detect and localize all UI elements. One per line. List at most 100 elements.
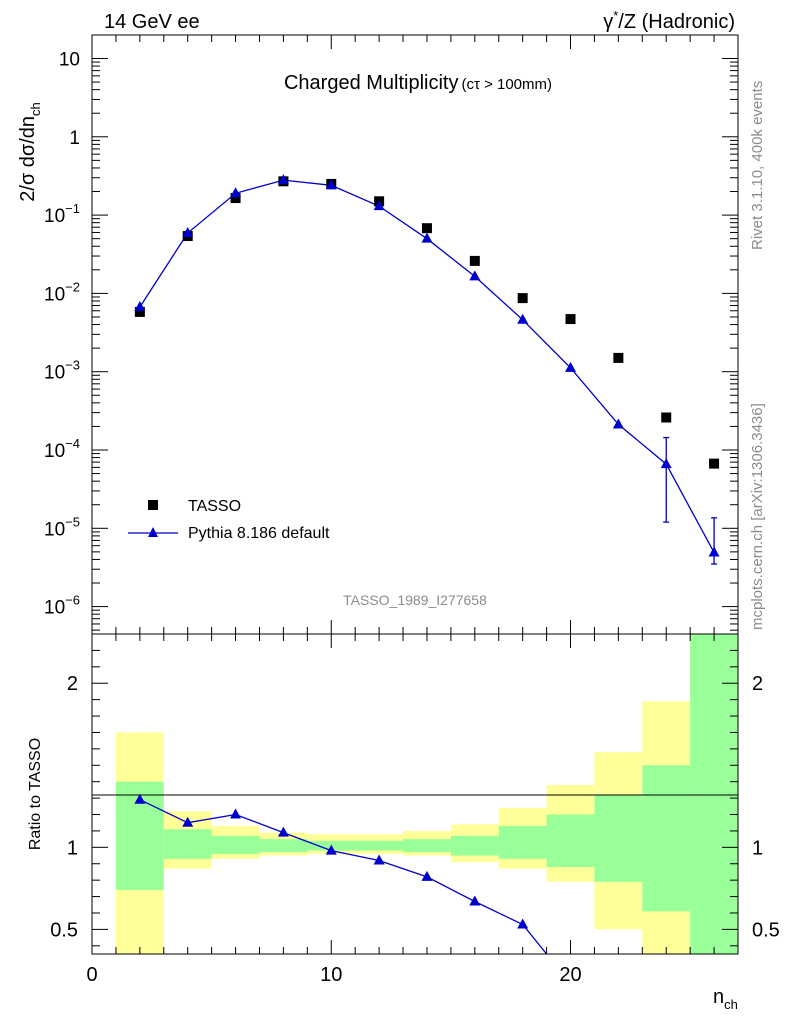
ratio-series — [134, 793, 548, 954]
main-ytick-label: 10−1 — [44, 201, 80, 227]
tasso-point — [230, 193, 241, 204]
header-right-suffix: /Z (Hadronic) — [618, 11, 735, 33]
pythia-point — [182, 227, 194, 238]
tasso-point — [469, 255, 480, 266]
pythia-point — [230, 187, 242, 198]
ratio-ytick-label: 1 — [67, 837, 78, 859]
main-ytick-exponent: −1 — [65, 201, 80, 216]
ratio-band-green — [450, 835, 499, 856]
ratio-uncertainty-bands — [115, 634, 738, 954]
main-ytick-base: 1 — [69, 128, 80, 149]
tasso-point — [134, 306, 145, 317]
ratio-band-green — [546, 814, 595, 868]
mcplots-label: mcplots.cern.ch [arXiv:1306.3436] — [749, 403, 766, 630]
ratio-panel-frame — [91, 633, 739, 955]
main-ytick-base: 10 — [44, 206, 65, 227]
ratio-point — [277, 826, 289, 837]
main-panel-series — [134, 174, 720, 565]
ratio-ylabel: Ratio to TASSO — [27, 738, 44, 850]
header-left: 14 GeV ee — [104, 11, 200, 33]
watermark: TASSO_1989_I277658 — [343, 592, 487, 608]
main-ytick-label: 10−4 — [44, 436, 80, 462]
pythia-point — [517, 313, 529, 324]
pythia-point — [708, 546, 720, 557]
header-right-star: * — [613, 8, 618, 23]
main-ytick-label: 10−5 — [44, 514, 80, 540]
pythia-point — [421, 232, 433, 243]
ratio-band-green — [403, 839, 451, 853]
ratio-ytick-label: 0.5 — [50, 919, 78, 941]
ratio-band-green — [498, 826, 547, 859]
ratio-band-green — [594, 794, 643, 882]
ratio-ytick-label-right: 0.5 — [752, 919, 780, 941]
ratio-point — [373, 854, 385, 865]
main-ytick-label: 10−6 — [44, 593, 80, 619]
ratio-ytick-label: 2 — [67, 673, 78, 695]
pythia-point — [612, 418, 624, 429]
tasso-point — [661, 412, 672, 423]
main-ytick-base: 10 — [44, 441, 65, 462]
main-title: Charged Multiplicity (cτ > 100mm) — [284, 72, 552, 94]
ratio-xlabel: nch — [713, 986, 738, 1012]
tasso-point — [709, 458, 720, 469]
ratio-xtick-label: 20 — [559, 964, 581, 986]
ratio-band-green — [163, 829, 212, 859]
ratio-ytick-label-right: 1 — [752, 837, 763, 859]
tasso-point — [421, 223, 432, 234]
ratio-point — [325, 844, 337, 855]
ratio-point — [134, 793, 146, 804]
pythia-point — [277, 174, 289, 185]
ratio-point — [230, 808, 242, 819]
main-title-cut: (cτ > 100mm) — [461, 76, 552, 93]
tasso-point — [613, 352, 624, 363]
main-title-text: Charged Multiplicity — [284, 72, 459, 94]
legend-label-tasso: TASSO — [188, 498, 241, 515]
main-ytick-base: 10 — [44, 598, 65, 619]
legend-label-pythia: Pythia 8.186 default — [188, 525, 330, 542]
tasso-point — [517, 293, 528, 304]
main-ytick-base: 10 — [44, 363, 65, 384]
tasso-point — [565, 314, 576, 325]
main-ytick-exponent: −2 — [65, 279, 80, 294]
main-ytick-base: 10 — [44, 284, 65, 305]
ratio-band-green — [690, 634, 738, 954]
main-panel-frame — [91, 34, 739, 635]
legend-marker-pythia — [148, 527, 158, 537]
ratio-ytick-label-right: 2 — [752, 673, 763, 695]
ratio-point — [517, 918, 529, 929]
legend: TASSO Pythia 8.186 default — [128, 498, 330, 542]
ratio-line — [139, 799, 548, 954]
main-ylabel-sub: ch — [28, 102, 43, 116]
main-ytick-exponent: −6 — [65, 593, 80, 608]
ratio-band-green — [642, 765, 691, 912]
ratio-band-green — [355, 840, 404, 851]
ratio-xtick-label: 0 — [86, 964, 97, 986]
rivet-label: Rivet 3.1.10, 400k events — [749, 81, 766, 250]
pythia-point — [325, 179, 337, 190]
header-right-gamma: γ — [603, 11, 613, 33]
main-ytick-label: 10−3 — [44, 358, 80, 384]
main-ytick-label: 10−2 — [44, 279, 80, 305]
legend-marker-tasso — [148, 500, 158, 510]
ratio-band-green — [259, 839, 308, 853]
main-ytick-exponent: −5 — [65, 514, 80, 529]
header-right: γ*/Z (Hadronic) — [603, 8, 735, 33]
pythia-point — [660, 458, 672, 469]
ratio-xlabel-text: n — [713, 986, 724, 1008]
pythia-point — [565, 361, 577, 372]
main-ytick-exponent: −4 — [65, 436, 80, 451]
ratio-point — [421, 870, 433, 881]
main-ylabel: 2/σ dσ/dnch — [17, 102, 43, 202]
ratio-panel-axes: 0 10 20 0.5 0.5 1 1 2 2 — [50, 633, 780, 986]
ratio-point — [182, 816, 194, 827]
pythia-point — [469, 270, 481, 281]
main-ylabel-text: 2/σ dσ/dn — [17, 116, 39, 202]
pythia-point — [373, 200, 385, 211]
main-ytick-base: 10 — [59, 49, 80, 70]
main-ytick-base: 10 — [44, 519, 65, 540]
ratio-point — [469, 895, 481, 906]
main-ytick-label: 10 — [59, 49, 80, 70]
ratio-band-green — [211, 835, 260, 854]
